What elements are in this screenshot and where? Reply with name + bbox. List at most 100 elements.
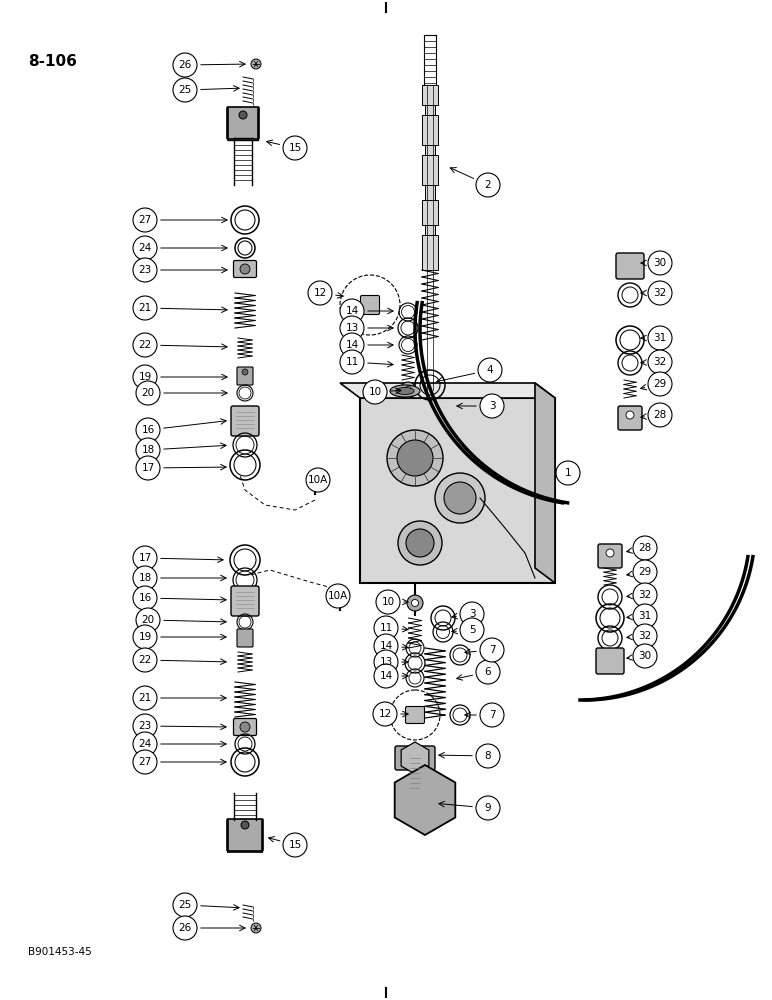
Text: 10: 10 [368,387,381,397]
Text: 31: 31 [638,611,652,621]
Circle shape [480,394,504,418]
Text: 25: 25 [178,85,191,95]
Text: 32: 32 [653,288,667,298]
Text: 29: 29 [653,379,667,389]
Bar [425,225,435,235]
Circle shape [444,482,476,514]
Text: 10: 10 [381,597,394,607]
Circle shape [308,281,332,305]
Text: 27: 27 [138,215,151,225]
Circle shape [400,382,416,398]
FancyBboxPatch shape [361,296,380,314]
Text: 10A: 10A [328,591,348,601]
Text: 14: 14 [379,671,393,681]
Bar [425,105,435,115]
Circle shape [373,702,397,726]
Text: 21: 21 [138,693,151,703]
Text: 7: 7 [489,645,496,655]
Circle shape [633,560,657,584]
Circle shape [556,461,580,485]
Text: 13: 13 [345,323,359,333]
Text: 18: 18 [141,445,154,455]
Circle shape [374,634,398,658]
Text: 7: 7 [489,710,496,720]
Text: 19: 19 [138,632,151,642]
Text: 15: 15 [289,840,302,850]
Text: 23: 23 [138,721,151,731]
Polygon shape [535,383,555,583]
Text: 22: 22 [138,655,151,665]
Text: 28: 28 [638,543,652,553]
FancyBboxPatch shape [310,475,320,482]
Circle shape [326,584,350,608]
Circle shape [648,403,672,427]
Circle shape [283,136,307,160]
Polygon shape [401,742,429,774]
Circle shape [633,644,657,668]
Ellipse shape [390,385,420,397]
Circle shape [435,473,485,523]
Circle shape [648,281,672,305]
Text: 13: 13 [379,657,393,667]
Circle shape [240,264,250,274]
Circle shape [340,333,364,357]
FancyBboxPatch shape [596,648,624,674]
Circle shape [476,744,500,768]
Circle shape [363,380,387,404]
Circle shape [460,602,484,626]
Ellipse shape [396,387,414,394]
FancyBboxPatch shape [360,398,555,583]
Circle shape [648,372,672,396]
Text: 11: 11 [379,623,393,633]
Text: 11: 11 [345,357,359,367]
Circle shape [133,714,157,738]
Text: 30: 30 [653,258,666,268]
Circle shape [173,78,197,102]
Circle shape [397,440,433,476]
Text: 21: 21 [138,303,151,313]
Text: 12: 12 [378,709,391,719]
Text: 24: 24 [138,739,151,749]
Circle shape [133,566,157,590]
Text: 14: 14 [345,306,359,316]
Text: 27: 27 [138,757,151,767]
Circle shape [626,411,634,419]
Circle shape [133,258,157,282]
Circle shape [133,625,157,649]
Text: B901453-45: B901453-45 [28,947,92,957]
Circle shape [376,590,400,614]
Circle shape [133,236,157,260]
Text: 32: 32 [638,590,652,600]
Text: 32: 32 [653,357,667,367]
Text: 16: 16 [138,593,151,603]
Circle shape [478,358,502,382]
Circle shape [173,893,197,917]
Bar [422,235,438,270]
Bar [422,200,438,225]
Text: 26: 26 [178,60,191,70]
Text: 22: 22 [138,340,151,350]
Text: 32: 32 [638,631,652,641]
FancyBboxPatch shape [233,718,256,736]
Circle shape [136,381,160,405]
Circle shape [240,722,250,732]
Circle shape [133,546,157,570]
Polygon shape [394,765,455,835]
Bar [425,185,435,200]
Text: 3: 3 [469,609,476,619]
Circle shape [133,732,157,756]
Text: 17: 17 [138,553,151,563]
Circle shape [133,365,157,389]
Text: 15: 15 [289,143,302,153]
Text: 4: 4 [486,365,493,375]
Circle shape [340,299,364,323]
Circle shape [387,430,443,486]
Circle shape [133,750,157,774]
Circle shape [398,521,442,565]
Circle shape [480,638,504,662]
Circle shape [411,599,418,606]
Circle shape [173,53,197,77]
Text: 20: 20 [141,388,154,398]
Circle shape [405,386,411,393]
FancyBboxPatch shape [616,253,644,279]
